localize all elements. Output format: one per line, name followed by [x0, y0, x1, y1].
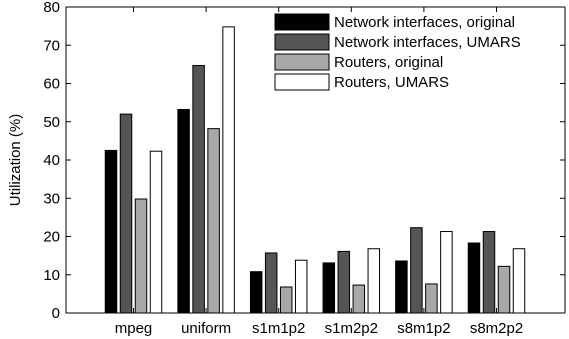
bar-s8m1p2-series-1: [395, 260, 408, 314]
y-axis-label: Utilization (%): [7, 114, 24, 207]
y-axis: 0 10 20 30 40 50 60 70 80: [43, 0, 565, 322]
bar-s1m1p2-series-2: [264, 252, 278, 314]
bar-s1m2p2-series-4: [367, 248, 381, 314]
legend: Network interfaces, original Network inte…: [274, 13, 521, 91]
legend-label: Routers, original: [334, 54, 443, 71]
y-tick-label: 60: [43, 76, 60, 93]
bar-s8m1p2-series-3: [425, 283, 438, 314]
bar-s1m1p2-series-1: [249, 271, 263, 314]
y-tick-label: 50: [43, 114, 60, 131]
bar-uniform-series-2: [192, 65, 205, 314]
x-tick-label: s1m2p2: [325, 320, 378, 337]
y-tick-label: 20: [43, 229, 60, 246]
bar-s8m2p2-series-2: [482, 231, 496, 314]
bar-s8m1p2-series-2: [410, 227, 423, 314]
legend-label: Network interfaces, original: [334, 14, 515, 31]
legend-swatch: [274, 53, 330, 71]
bar-mpeg-series-1: [104, 149, 118, 314]
bar-uniform-series-3: [207, 128, 220, 314]
legend-swatch: [274, 73, 330, 91]
bar-uniform-series-1: [177, 109, 190, 314]
x-tick-label: s1m1p2: [252, 320, 305, 337]
bar-s1m2p2-series-2: [337, 250, 351, 314]
bar-s1m1p2-series-4: [294, 259, 308, 314]
y-tick-label: 10: [43, 267, 60, 284]
bar-s1m2p2-series-1: [322, 262, 336, 314]
bar-s1m1p2-series-3: [279, 286, 293, 314]
bar-s1m2p2-series-3: [352, 284, 366, 314]
bar-s8m2p2-series-4: [512, 248, 526, 314]
x-axis: mpeg uniform s1m1p2 s1m2p2 s8m1p2 s8m2p2: [115, 7, 523, 337]
bar-s8m1p2-series-4: [440, 231, 453, 314]
y-tick-label: 80: [43, 0, 60, 16]
bar-s8m2p2-series-1: [467, 242, 481, 314]
legend-label: Routers, UMARS: [334, 74, 449, 91]
y-tick-label: 0: [52, 305, 60, 322]
legend-swatch: [274, 33, 330, 51]
bar-mpeg-series-3: [134, 198, 148, 314]
y-tick-label: 70: [43, 37, 60, 54]
x-tick-label: s8m2p2: [470, 320, 523, 337]
y-tick-label: 40: [43, 152, 60, 169]
y-tick-label: 30: [43, 190, 60, 207]
bar-uniform-series-4: [222, 26, 235, 314]
x-tick-label: mpeg: [115, 320, 153, 337]
bar-mpeg-series-4: [149, 150, 163, 314]
bar-mpeg-series-2: [119, 113, 133, 314]
x-tick-label: uniform: [181, 320, 231, 337]
plot-area: [104, 26, 526, 314]
x-tick-label: s8m1p2: [397, 320, 450, 337]
legend-swatch: [274, 13, 330, 31]
legend-label: Network interfaces, UMARS: [334, 34, 521, 51]
bar-s8m2p2-series-3: [497, 265, 511, 314]
